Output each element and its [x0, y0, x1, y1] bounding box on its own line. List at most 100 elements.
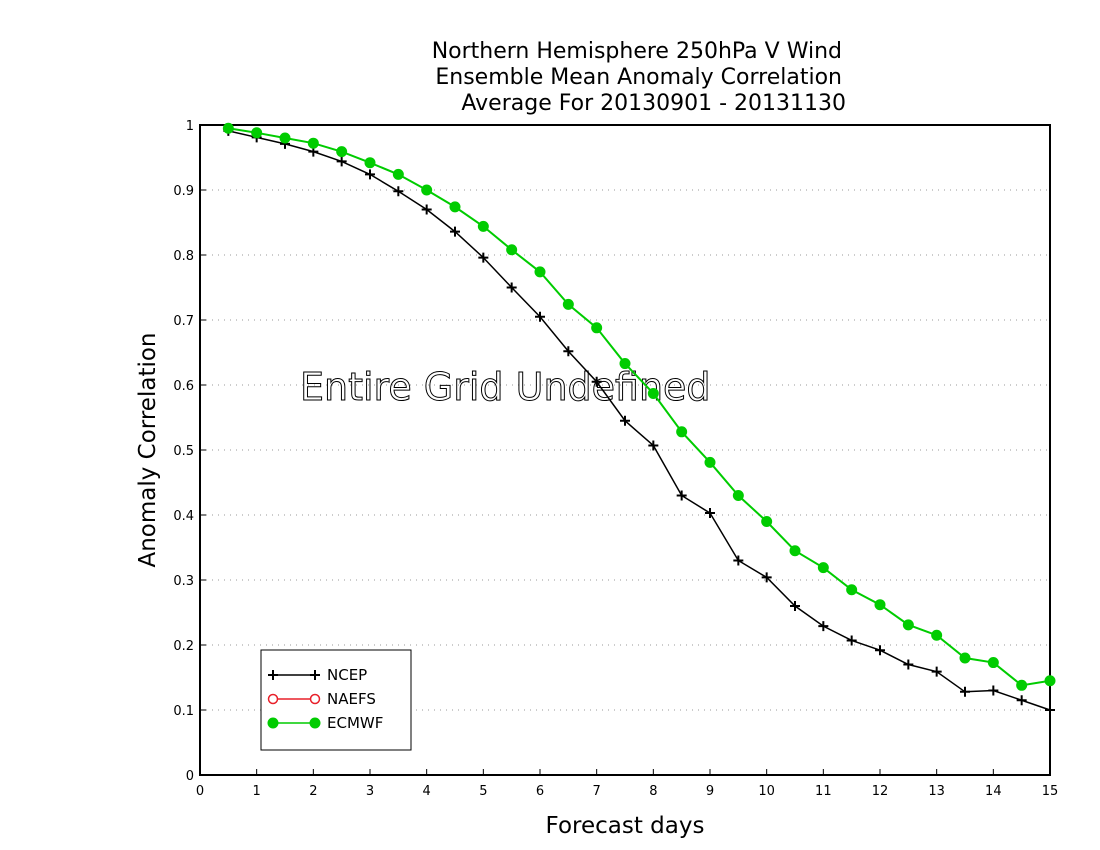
y-tick-label-6: 0.6 [173, 379, 194, 394]
x-axis-label: Forecast days [546, 813, 705, 839]
y-tick-label-0: 0 [186, 769, 194, 784]
ecmwf-point-11 [534, 266, 546, 278]
ncep-point-19 [761, 572, 772, 583]
legend: NCEP NAEFS ECMWF [260, 649, 412, 751]
x-tick-label-8: 8 [649, 784, 657, 799]
legend-marker-right-ecmwf [309, 717, 321, 729]
ncep-point-14 [620, 415, 630, 426]
ncep-point-6 [393, 186, 404, 197]
title-line-1: Northern Hemisphere 250hPa V Wind [432, 39, 842, 64]
y-axis-label: Anomaly Correlation [135, 332, 161, 567]
ecmwf-point-13 [591, 322, 603, 334]
ecmwf-point-16 [676, 426, 688, 438]
y-tick-label-1: 0.1 [173, 704, 194, 719]
legend-entry-naefs: NAEFS [267, 690, 376, 708]
legend-marker-left-ecmwf [267, 717, 279, 729]
legend-marker-right-naefs [309, 693, 321, 705]
ecmwf-point-18 [732, 490, 744, 501]
ncep-point-27 [988, 685, 999, 696]
ecmwf-point-1 [251, 127, 263, 139]
x-tick-label-7: 7 [593, 784, 601, 799]
y-tick-label-4: 0.4 [173, 509, 194, 524]
ecmwf-point-22 [846, 584, 858, 596]
title-line-3: Average For 20130901 - 20131130 [461, 91, 846, 116]
legend-marker-left-naefs [267, 693, 279, 705]
data-series [222, 122, 1056, 715]
ecmwf-point-25 [931, 629, 943, 641]
ecmwf-point-4 [336, 146, 348, 158]
legend-label-ncep: NCEP [327, 666, 367, 684]
title-line-2: Ensemble Mean Anomaly Correlation [435, 65, 842, 90]
series-ecmwf [222, 122, 1056, 691]
ncep-line [228, 130, 1051, 711]
ncep-point-28 [1016, 695, 1027, 706]
x-tick-label-3: 3 [366, 784, 374, 799]
y-tick-label-9: 0.9 [173, 184, 194, 199]
grid-undefined-annotation: Entire Grid Undefined [300, 365, 711, 409]
ecmwf-point-15 [647, 387, 659, 399]
ecmwf-point-29 [1044, 675, 1056, 687]
ecmwf-point-2 [279, 132, 291, 144]
y-tick-label-2: 0.2 [173, 639, 194, 654]
ecmwf-point-7 [421, 184, 433, 196]
x-tick-label-10: 10 [758, 784, 775, 799]
ecmwf-point-5 [364, 157, 376, 169]
x-tick-label-15: 15 [1042, 784, 1059, 799]
ecmwf-point-9 [477, 220, 489, 232]
ncep-point-8 [450, 226, 460, 237]
ncep-point-23 [875, 645, 885, 656]
x-tick-label-11: 11 [815, 784, 832, 799]
legend-entry-ecmwf: ECMWF [267, 714, 383, 732]
x-tick-label-9: 9 [706, 784, 714, 799]
x-tick-label-6: 6 [536, 784, 544, 799]
ecmwf-point-8 [449, 201, 461, 213]
ncep-point-25 [931, 666, 942, 677]
ncep-point-4 [336, 156, 347, 167]
y-tick-label-7: 0.7 [173, 314, 194, 329]
x-tick-label-5: 5 [479, 784, 487, 799]
ecmwf-point-10 [506, 244, 518, 256]
ncep-point-24 [903, 659, 914, 670]
ncep-point-7 [421, 204, 432, 215]
ecmwf-point-26 [959, 652, 971, 664]
x-tick-label-12: 12 [872, 784, 889, 799]
legend-items: NCEP NAEFS ECMWF [267, 666, 383, 732]
legend-entry-ncep: NCEP [268, 666, 367, 684]
ncep-point-10 [506, 282, 517, 293]
ecmwf-point-6 [392, 168, 404, 180]
ncep-point-20 [790, 601, 800, 611]
y-tick-label-8: 0.8 [173, 249, 194, 264]
x-tick-labels: 0 1 2 3 4 5 6 7 8 9 10 11 12 13 14 15 [196, 784, 1058, 799]
legend-label-ecmwf: ECMWF [327, 714, 383, 732]
ecmwf-point-12 [562, 298, 574, 310]
x-tick-label-4: 4 [423, 784, 431, 799]
x-tick-label-0: 0 [196, 784, 204, 799]
ncep-point-17 [705, 508, 715, 519]
legend-label-naefs: NAEFS [327, 690, 376, 708]
ecmwf-point-14 [619, 358, 631, 370]
legend-box [260, 649, 412, 751]
ncep-point-26 [960, 686, 970, 697]
ncep-point-21 [818, 621, 829, 632]
ecmwf-point-20 [789, 545, 801, 557]
y-tick-label-3: 0.3 [173, 574, 194, 589]
ncep-point-29 [1045, 705, 1055, 715]
legend-marker-right-ncep [310, 670, 320, 680]
ncep-point-11 [535, 311, 545, 322]
ecmwf-point-0 [222, 122, 234, 134]
ncep-point-18 [733, 555, 744, 566]
ncep-point-9 [478, 252, 489, 263]
y-tick-labels: 0 0.1 0.2 0.3 0.4 0.5 0.6 0.7 0.8 0.9 1 [173, 119, 194, 784]
ecmwf-point-3 [307, 137, 319, 149]
ecmwf-point-23 [874, 599, 886, 611]
ecmwf-point-28 [1016, 679, 1028, 691]
y-tick-label-5: 0.5 [173, 444, 194, 459]
ecmwf-point-24 [902, 619, 914, 631]
ecmwf-point-27 [987, 657, 999, 669]
ecmwf-point-17 [704, 456, 716, 468]
chart-title: Northern Hemisphere 250hPa V Wind Ensemb… [432, 39, 846, 116]
series-ncep [223, 125, 1055, 715]
legend-marker-left-ncep [268, 670, 278, 680]
ncep-point-5 [365, 169, 375, 180]
